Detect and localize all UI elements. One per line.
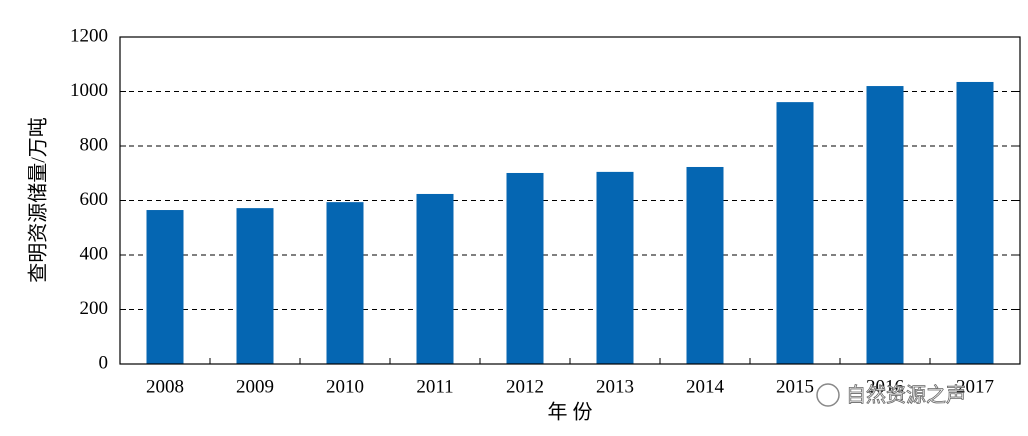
x-tick-label: 2008 [146, 376, 184, 397]
bar [416, 193, 454, 364]
x-tick-label: 2016 [866, 376, 904, 397]
watermark: 自然资源之声 [816, 382, 966, 407]
x-tick-label: 2010 [326, 376, 364, 397]
y-tick-label: 800 [80, 134, 109, 155]
y-tick-label: 0 [99, 352, 109, 373]
bar [596, 171, 634, 364]
bar [866, 86, 904, 365]
x-tick-label: 2015 [776, 376, 814, 397]
bar [776, 102, 814, 364]
x-tick-label: 2013 [596, 376, 634, 397]
bar [506, 172, 544, 364]
y-axis-label: 查明资源储量/万吨 [27, 117, 50, 283]
bar [956, 81, 994, 365]
bar [326, 202, 364, 364]
bar [236, 208, 274, 364]
y-tick-label: 600 [80, 189, 109, 210]
watermark-icon [816, 383, 840, 407]
bar [146, 210, 184, 364]
y-tick-label: 200 [80, 298, 109, 319]
x-tick-label: 2012 [506, 376, 544, 397]
y-tick-label: 1000 [70, 80, 108, 101]
bar [686, 166, 724, 364]
y-tick-label: 1200 [70, 25, 108, 46]
plot-border [119, 36, 1021, 365]
x-tick-label: 2014 [686, 376, 725, 397]
x-axis-label: 年 份 [548, 401, 593, 424]
x-tick-label: 2011 [416, 376, 453, 397]
x-tick-label: 2017 [956, 376, 994, 397]
watermark-text: 自然资源之声 [846, 383, 966, 407]
x-tick-label: 2009 [236, 376, 274, 397]
y-tick-label: 400 [80, 243, 109, 264]
